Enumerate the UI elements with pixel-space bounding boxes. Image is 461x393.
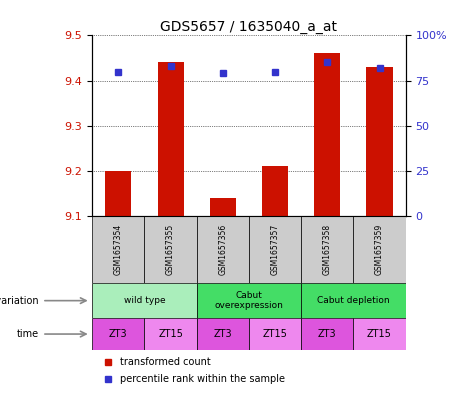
Bar: [144, 216, 197, 283]
Bar: [92, 283, 197, 318]
Bar: [249, 318, 301, 350]
Text: Cabut depletion: Cabut depletion: [317, 296, 390, 305]
Text: GSM1657355: GSM1657355: [166, 224, 175, 275]
Text: time: time: [17, 329, 39, 339]
Text: GSM1657354: GSM1657354: [114, 224, 123, 275]
Bar: [301, 318, 354, 350]
Title: GDS5657 / 1635040_a_at: GDS5657 / 1635040_a_at: [160, 20, 337, 34]
Bar: [197, 318, 249, 350]
Text: ZT15: ZT15: [158, 329, 183, 339]
Bar: [301, 216, 354, 283]
Text: GSM1657358: GSM1657358: [323, 224, 332, 275]
Bar: [262, 166, 288, 216]
Text: ZT15: ZT15: [263, 329, 288, 339]
Bar: [249, 216, 301, 283]
Text: ZT15: ZT15: [367, 329, 392, 339]
Bar: [366, 67, 393, 216]
Text: wild type: wild type: [124, 296, 165, 305]
Bar: [354, 318, 406, 350]
Bar: [197, 216, 249, 283]
Text: transformed count: transformed count: [120, 356, 211, 367]
Bar: [144, 318, 197, 350]
Bar: [105, 171, 131, 216]
Text: percentile rank within the sample: percentile rank within the sample: [120, 374, 285, 384]
Bar: [92, 216, 144, 283]
Text: ZT3: ZT3: [318, 329, 337, 339]
Bar: [301, 283, 406, 318]
Bar: [197, 283, 301, 318]
Bar: [314, 53, 340, 216]
Text: ZT3: ZT3: [213, 329, 232, 339]
Text: GSM1657356: GSM1657356: [219, 224, 227, 275]
Text: Cabut
overexpression: Cabut overexpression: [214, 291, 284, 310]
Bar: [354, 216, 406, 283]
Text: ZT3: ZT3: [109, 329, 128, 339]
Bar: [92, 318, 144, 350]
Text: GSM1657357: GSM1657357: [271, 224, 279, 275]
Text: GSM1657359: GSM1657359: [375, 224, 384, 275]
Bar: [210, 198, 236, 216]
Bar: [158, 62, 183, 216]
Text: genotype/variation: genotype/variation: [0, 296, 39, 306]
